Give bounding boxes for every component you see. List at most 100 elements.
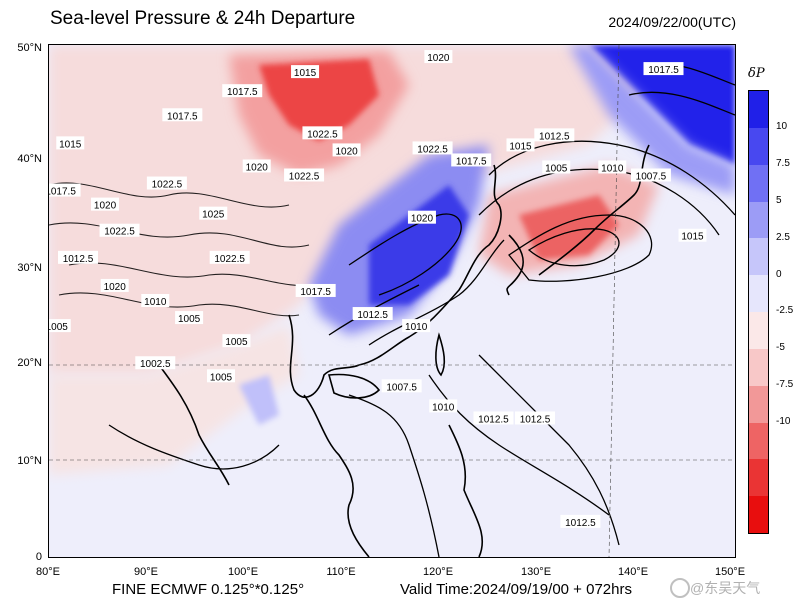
isobar-label-text: 1020 (411, 214, 434, 225)
lon-tick: 90°E (134, 566, 158, 578)
contour-plateau-2 (68, 262, 320, 287)
colorbar-segment (749, 348, 768, 387)
isobar-label: 1007.5 (381, 379, 422, 393)
isobar-label: 1017.5 (295, 283, 336, 298)
isobar-label-text: 1020 (335, 146, 358, 157)
isobar-label: 1012.5 (473, 411, 514, 425)
isobar-label: 1020 (424, 50, 453, 64)
contour-plateau-1 (49, 222, 310, 248)
isobar-label-text: 1007.5 (386, 382, 417, 393)
isobar-label-text: 1005 (225, 337, 248, 348)
isobar-label: 1017.5 (222, 84, 263, 98)
contour-north (49, 182, 290, 208)
colorbar-label: 0 (776, 268, 782, 280)
lon-tick: 130°E (520, 566, 552, 578)
isobar-label: 1020 (407, 210, 436, 225)
isobar-label-text: 1007.5 (636, 172, 667, 183)
isobar-label-text: 1005 (178, 314, 201, 325)
graticule-line (608, 45, 620, 557)
isobar-label-text: 1017.5 (227, 87, 258, 98)
lat-tick: 40°N (17, 153, 42, 165)
isobar-label: 1007.5 (630, 168, 671, 183)
colorbar-segment (749, 312, 768, 350)
isobar-label-text: 1005 (49, 322, 68, 333)
isobar-label-text: 1015 (59, 139, 82, 150)
isobar-label: 1025 (199, 206, 228, 221)
negative-northeast-edge (569, 45, 735, 195)
strong-positive-japan (519, 195, 619, 260)
isobar-label: 1012.5 (514, 411, 555, 425)
hainan-island (327, 373, 381, 399)
watermark: @东吴天气 (690, 580, 761, 596)
isobar-northeast-2 (628, 91, 735, 116)
isobar-label-text: 1012.5 (565, 518, 596, 529)
isobar-1005-west (108, 424, 280, 470)
isobar-label: 1010 (141, 294, 170, 308)
isobar-label-text: 1017.5 (300, 287, 331, 298)
isobar-label: 1022.5 (209, 250, 250, 265)
isobar-label: 1005 (222, 334, 251, 348)
terrain-contours (49, 182, 320, 317)
isobar-label-text: 1015 (509, 141, 532, 152)
colorbar-label: -10 (776, 415, 791, 427)
lat-tick: 20°N (17, 357, 42, 369)
isobar-label: 1022.5 (284, 168, 325, 183)
isobar-1005-low (527, 228, 620, 267)
isobar-label: 1015 (291, 65, 320, 79)
colorbar-label: 10 (776, 121, 788, 133)
lon-tick: 100°E (227, 566, 259, 578)
lat-tick: 10°N (17, 455, 42, 467)
colorbar-label: 7.5 (776, 158, 790, 170)
map-canvas: 1020 1015 1017.5 1017.5 1022.5 1015 1020 1022.5… (49, 45, 735, 557)
isobar-label: 1005 (206, 369, 235, 383)
colorbar-segment (749, 459, 768, 497)
isobar-1020-central (348, 213, 462, 296)
valid-time: Valid Time:2024/09/19/00 + 072hrs (400, 581, 632, 598)
isobar-label-text: 1020 (246, 162, 269, 173)
colorbar-title: δP (748, 66, 765, 81)
isobar-1012-5-north (488, 140, 735, 216)
lon-tick: 80°E (36, 566, 60, 578)
isobar-label-text: 1010 (144, 297, 167, 308)
taiwan-island (435, 332, 446, 377)
map-panel: 1020 1015 1017.5 1017.5 1022.5 1015 1020 1022.5… (48, 44, 736, 558)
isobar-label-text: 1005 (545, 163, 568, 174)
isobar-label-text: 1017.5 (49, 187, 76, 198)
isobar-label-text: 1002.5 (140, 359, 171, 370)
isobar-label-text: 1015 (681, 232, 704, 243)
isobar-1012-5-southeast (478, 354, 620, 546)
lon-tick: 120°E (422, 566, 454, 578)
isobar-label: 1020 (100, 278, 129, 293)
isobar-1007-5-southwest (348, 394, 440, 557)
isobar-label-text: 1022.5 (289, 172, 320, 183)
isobar-label: 1022.5 (412, 141, 453, 155)
isobar-label-text: 1012.5 (63, 254, 94, 265)
isobar-label: 1015 (56, 136, 85, 150)
indochina-coast (303, 394, 370, 557)
colorbar-segment (749, 201, 768, 239)
isobar-label: 1012.5 (57, 250, 98, 265)
colorbar-segment (749, 385, 768, 423)
lat-tick: 0 (35, 551, 42, 563)
isobar-label-text: 1025 (202, 210, 225, 221)
colorbar (748, 90, 769, 534)
isobar-label-text: 1020 (94, 201, 117, 212)
lat-tick: 30°N (17, 262, 42, 274)
isobar-label-text: 1012.5 (539, 131, 570, 142)
isobar-label: 1002.5 (135, 356, 176, 370)
isobar-label: 1012.5 (534, 128, 575, 142)
isobar-1007-5-low (508, 214, 653, 282)
isobar-label-text: 1015 (294, 68, 317, 79)
isobar-label-text: 1022.5 (152, 180, 183, 191)
isobar-label-text: 1017.5 (456, 156, 487, 167)
colorbar-label: -5 (776, 342, 785, 354)
colorbar-segment (749, 238, 768, 276)
weak-positive-departure (49, 45, 649, 375)
isobar-label: 1005 (542, 160, 571, 174)
isobar-label: 1012.5 (560, 514, 601, 529)
isobar-label: 1020 (242, 159, 271, 173)
isobar-label-text: 1022.5 (214, 254, 245, 265)
isobar-label-text: 1010 (432, 402, 455, 413)
colorbar-segment (749, 275, 768, 313)
strong-negative-east-china (369, 185, 469, 305)
